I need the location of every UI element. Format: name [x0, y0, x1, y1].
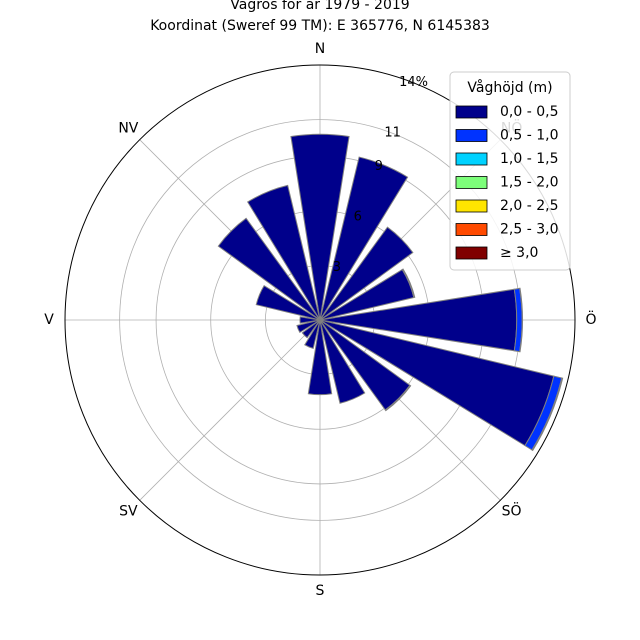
direction-label-NV: NV [118, 120, 138, 136]
rose-bars [217, 133, 564, 452]
legend-box [449, 71, 571, 271]
chart-title-line2: Koordinat (Sweref 99 TM): E 365776, N 61… [150, 18, 490, 34]
rose-bar-S [307, 319, 333, 396]
rose-bar-ÖSÖ [531, 377, 564, 452]
rose-bar-N [290, 133, 350, 321]
rose-bar-SV [301, 319, 321, 339]
direction-label-SV: SV [119, 504, 138, 520]
rose-bar-SÖ [384, 384, 412, 412]
rose-bar-SSV [304, 319, 321, 349]
rose-bar-VNV [255, 285, 321, 321]
rose-bar-NNV [246, 184, 321, 321]
direction-label-V: V [44, 312, 54, 328]
legend-swatch [455, 223, 488, 236]
rose-bar-SSÖ [319, 319, 366, 404]
legend-entry-label: 1,5 - 2,0 [500, 175, 558, 191]
legend-entry-label: 2,0 - 2,5 [500, 198, 558, 214]
legend-swatch [455, 176, 488, 189]
legend-entry-label: 0,0 - 0,5 [500, 104, 558, 120]
rose-bar-NV [217, 217, 321, 321]
rose-bar-ÖNÖ [401, 268, 416, 299]
legend-entry-label: 0,5 - 1,0 [500, 128, 558, 144]
rose-bar-VSV [296, 319, 321, 334]
radial-tick-labels: 3 6 9 11 14% [333, 75, 428, 275]
legend: Våghöjd (m) 0,0 - 0,5 0,5 - 1,0 1,0 - 1,5 1,… [449, 71, 571, 271]
polar-frame [64, 64, 576, 576]
radial-tick-label: 6 [354, 210, 362, 225]
direction-label-Ö: Ö [585, 310, 596, 328]
rose-bar-V [299, 316, 321, 324]
legend-title: Våghöjd (m) [467, 79, 552, 96]
rose-bar-Ö [519, 287, 524, 353]
legend-entry-label: 1,0 - 1,5 [500, 151, 558, 167]
legend-swatch [455, 129, 488, 142]
legend-swatch [455, 105, 488, 119]
radial-tick-label: 9 [375, 159, 383, 174]
radial-tick-label: 14% [399, 75, 428, 90]
direction-label-SÖ: SÖ [502, 502, 522, 520]
radial-tick-label: 3 [333, 260, 341, 275]
radial-tick-label: 11 [384, 125, 401, 140]
grid-spoke [139, 319, 321, 501]
legend-swatch [455, 152, 488, 166]
direction-label-N: N [315, 41, 325, 57]
legend-entry-label: ≥ 3,0 [500, 245, 538, 261]
rose-bar-NÖ [319, 226, 414, 321]
chart-title-line1: Vågros för år 1979 - 2019 [230, 0, 410, 13]
legend-entry-label: 2,5 - 3,0 [500, 222, 558, 238]
rose-bar-NNÖ [319, 156, 409, 321]
legend-swatch [455, 199, 488, 213]
direction-label-S: S [316, 583, 325, 599]
legend-swatch [455, 246, 488, 260]
